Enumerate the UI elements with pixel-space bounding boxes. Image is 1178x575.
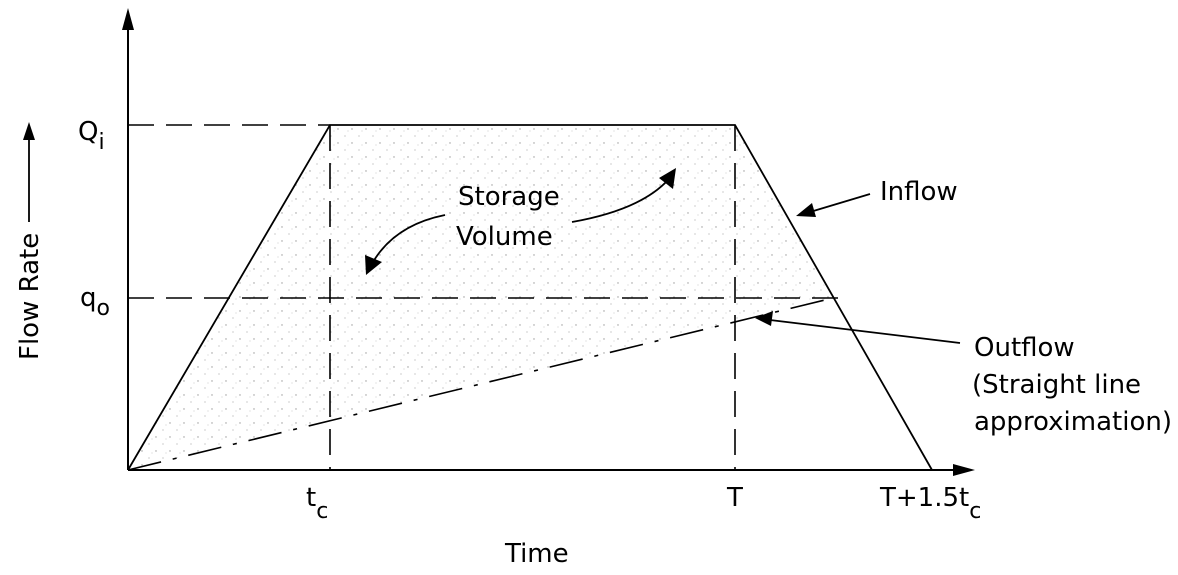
y-axis-arrowhead [122, 8, 134, 30]
inflow-label: Inflow [880, 177, 958, 207]
tc-label: tc [306, 483, 328, 524]
storage-label-line1: Storage [458, 182, 560, 212]
qo-label: qo [80, 283, 110, 321]
y-axis-title-arrowhead [23, 122, 35, 140]
outflow-label-line3: approximation) [974, 407, 1172, 437]
inflow-leader-line [809, 193, 871, 213]
outflow-line [127, 297, 834, 471]
outflow-label-line2: (Straight line [972, 370, 1141, 400]
x-axis-arrowhead [953, 464, 975, 476]
outflow-label-line1: Outflow [974, 333, 1075, 363]
inflow-hydrograph [127, 124, 933, 471]
x-axis-title: Time [504, 539, 569, 569]
inflow-arrowhead [796, 203, 816, 217]
t-plus-label-main: T+1.5t [879, 483, 969, 513]
qi-label: Qi [78, 117, 105, 155]
tc-label-sub: c [316, 499, 328, 524]
qi-label-sub: i [98, 130, 104, 155]
storage-arrowhead-right [659, 168, 676, 189]
storage-arrowhead-left [365, 255, 382, 275]
outflow-arrowhead [755, 311, 773, 326]
qo-label-main: q [80, 283, 97, 313]
storage-arrow-right [571, 179, 669, 223]
t-label: T [726, 483, 743, 513]
t-plus-label-sub: c [969, 499, 981, 524]
storage-label-line2: Volume [456, 222, 553, 252]
qi-label-main: Q [78, 117, 98, 147]
t-plus-label: T+1.5tc [879, 483, 981, 524]
tc-label-main: t [306, 483, 316, 513]
outflow-leader-line [769, 319, 961, 344]
qo-label-sub: o [97, 296, 110, 321]
storage-arrow-left [372, 214, 446, 263]
y-axis-title: Flow Rate [15, 233, 45, 360]
y-axis-title-group: Flow Rate [15, 122, 45, 360]
